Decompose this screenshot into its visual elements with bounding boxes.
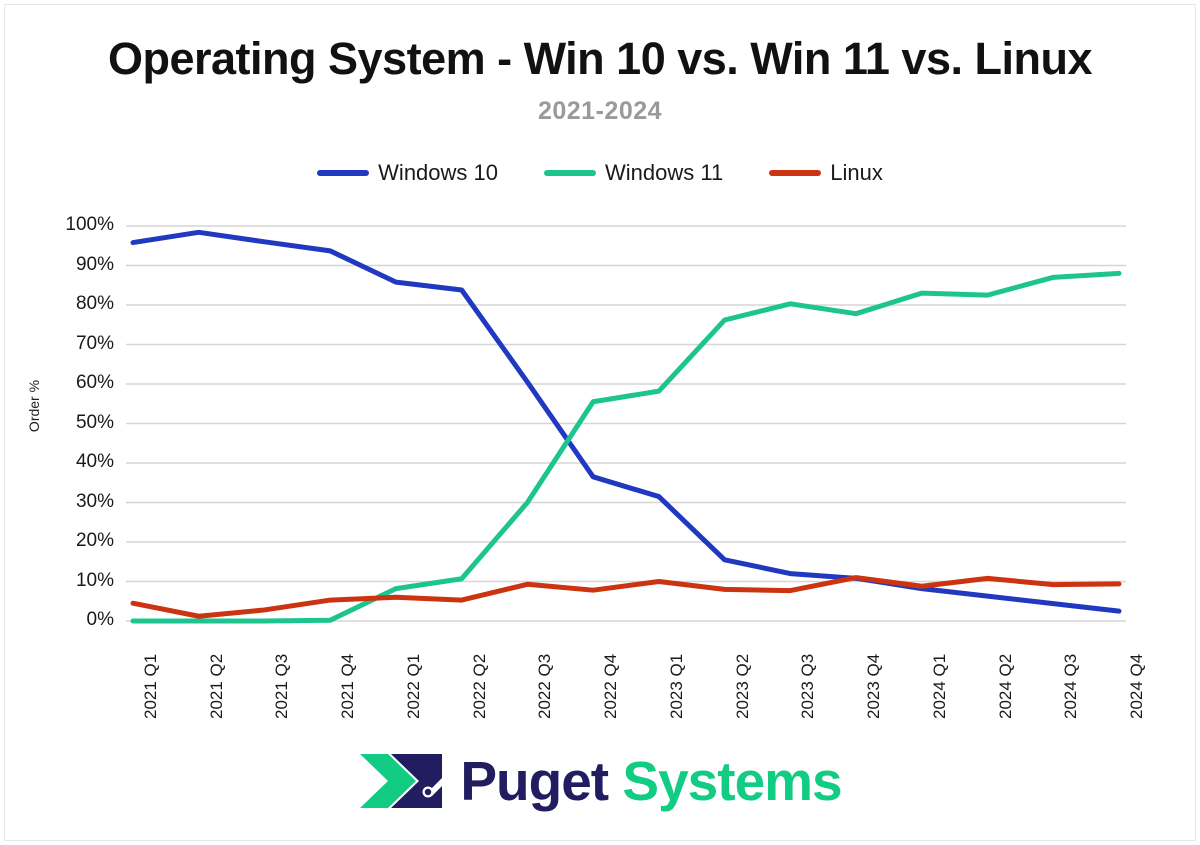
y-axis-title: Order % [26, 379, 42, 433]
x-tick-label: 2023 Q2 [732, 653, 752, 719]
x-tick-label: 2023 Q1 [666, 653, 686, 719]
x-tick-label: 2021 Q3 [272, 653, 292, 719]
chart-legend: Windows 10 Windows 11 Linux [0, 160, 1200, 186]
puget-chevrons-icon [360, 754, 443, 808]
y-tick-label: 100% [65, 214, 114, 235]
legend-item-linux[interactable]: Linux [769, 160, 883, 186]
y-tick-label: 40% [75, 451, 114, 472]
x-tick-label: 2024 Q3 [1061, 653, 1081, 719]
logo-word-puget: Puget [460, 749, 609, 812]
logo-word-systems: Systems [608, 749, 842, 812]
series-line-linux [130, 575, 1122, 619]
x-tick-label: 2024 Q4 [1127, 653, 1146, 719]
x-tick-label: 2022 Q2 [469, 653, 489, 719]
y-tick-label: 60% [75, 372, 114, 393]
x-tick-label: 2024 Q1 [929, 653, 949, 719]
y-tick-label: 10% [75, 569, 114, 591]
series-paths [130, 229, 1122, 624]
x-tick-label: 2021 Q2 [206, 653, 226, 719]
y-tick-label: 80% [75, 293, 114, 314]
legend-label-windows-11: Windows 11 [605, 160, 724, 185]
y-tick-label: 0% [86, 609, 114, 630]
gridlines [126, 225, 1126, 622]
puget-systems-logo: Puget Systems [0, 748, 1200, 814]
x-tick-label: 2021 Q4 [338, 653, 358, 719]
x-tick-label: 2022 Q4 [601, 653, 621, 719]
x-tick-label: 2024 Q2 [995, 653, 1015, 719]
legend-label-linux: Linux [830, 160, 883, 185]
y-tick-label: 70% [75, 332, 114, 354]
legend-item-windows-11[interactable]: Windows 11 [544, 160, 723, 186]
x-tick-label: 2023 Q3 [798, 653, 818, 719]
x-tick-label: 2022 Q3 [535, 653, 555, 719]
series-line-windows-10 [130, 229, 1122, 614]
y-tick-label: 30% [75, 490, 114, 512]
x-tick-label: 2021 Q1 [141, 653, 160, 719]
legend-label-windows-10: Windows 10 [378, 160, 499, 185]
legend-swatch-linux [769, 170, 822, 176]
legend-swatch-windows-10 [317, 170, 370, 176]
x-tick-label: 2023 Q4 [864, 653, 884, 719]
legend-item-windows-10[interactable]: Windows 10 [317, 160, 498, 186]
series-line-windows-11 [130, 270, 1122, 624]
page-title: Operating System - Win 10 vs. Win 11 vs.… [108, 33, 1093, 84]
chart-subtitle: 2021-2024 [537, 97, 663, 125]
y-tick-label: 50% [75, 411, 114, 433]
y-tick-label: 20% [75, 530, 114, 551]
logo-wordmark: Puget Systems [460, 753, 842, 809]
legend-swatch-windows-11 [544, 170, 597, 176]
x-tick-label: 2022 Q1 [403, 653, 423, 719]
y-tick-label: 90% [75, 253, 114, 275]
